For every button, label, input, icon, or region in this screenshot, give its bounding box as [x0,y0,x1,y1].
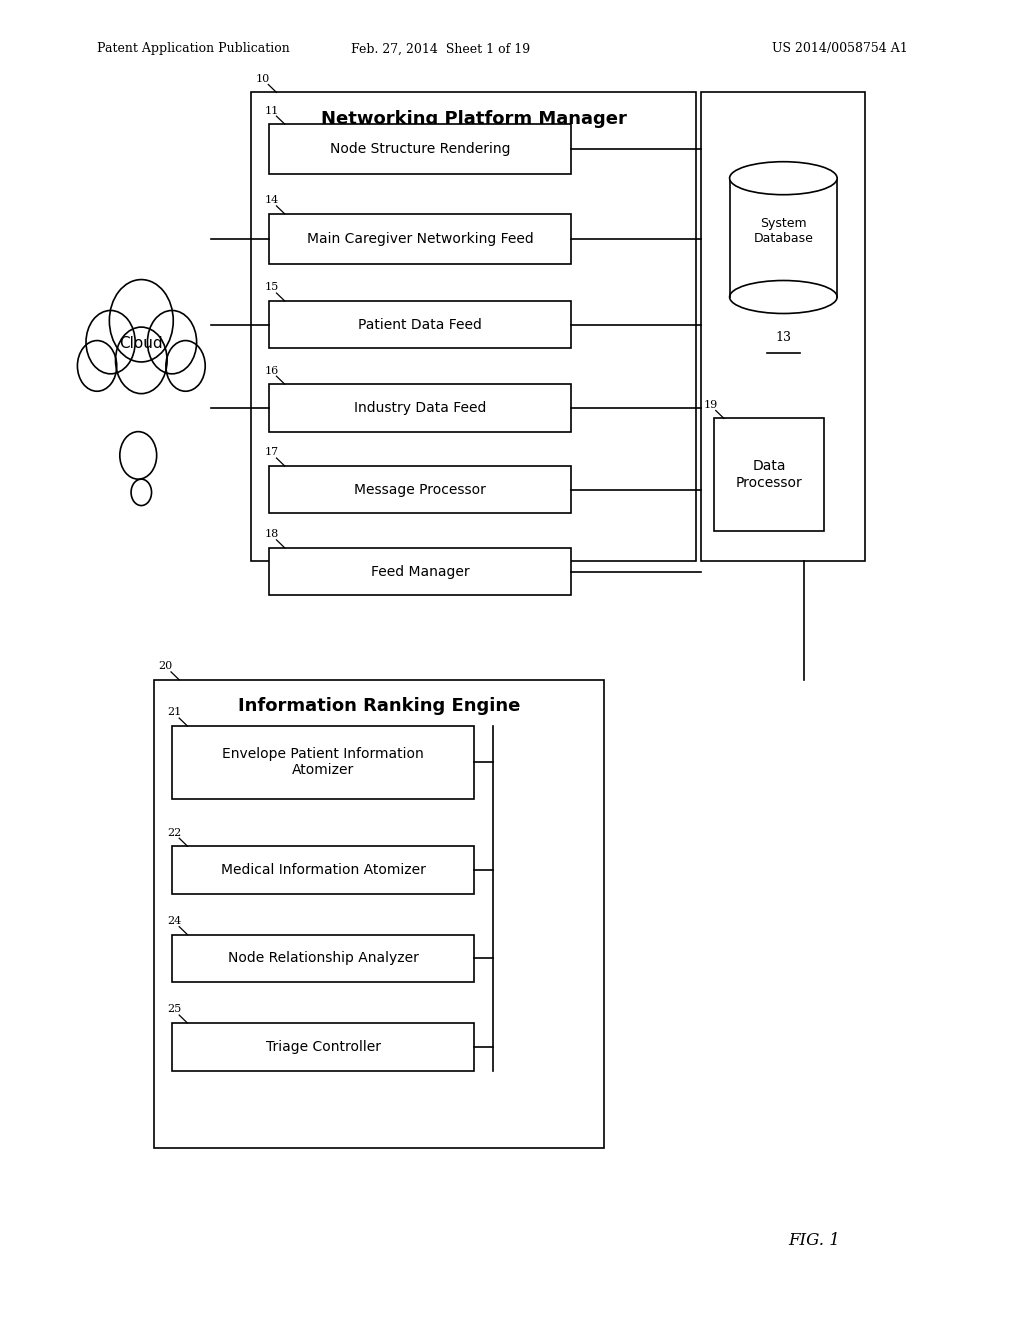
Text: Industry Data Feed: Industry Data Feed [354,401,486,414]
FancyBboxPatch shape [172,846,474,894]
Text: Triage Controller: Triage Controller [265,1040,381,1053]
Text: Patient Data Feed: Patient Data Feed [358,318,482,331]
Text: Data
Processor: Data Processor [735,459,803,490]
Text: FIG. 1: FIG. 1 [788,1233,840,1249]
Text: 15: 15 [264,282,279,293]
FancyBboxPatch shape [172,1023,474,1071]
Circle shape [78,341,117,391]
Circle shape [120,432,157,479]
Circle shape [131,479,152,506]
Ellipse shape [729,162,838,195]
Text: 11: 11 [264,106,279,116]
Ellipse shape [729,281,838,314]
Text: Medical Information Atomizer: Medical Information Atomizer [220,863,426,876]
Circle shape [110,280,173,362]
Text: 20: 20 [159,661,173,672]
Text: Envelope Patient Information
Atomizer: Envelope Patient Information Atomizer [222,747,424,777]
Text: 16: 16 [264,366,279,376]
Text: 14: 14 [264,195,279,206]
Text: System
Database: System Database [754,216,813,246]
Circle shape [147,310,197,374]
Bar [729,178,838,297]
Text: Main Caregiver Networking Feed: Main Caregiver Networking Feed [307,232,534,246]
Text: Node Structure Rendering: Node Structure Rendering [330,143,511,156]
Text: Patent Application Publication: Patent Application Publication [97,42,290,55]
FancyBboxPatch shape [251,92,696,561]
Circle shape [116,327,167,393]
Text: Node Relationship Analyzer: Node Relationship Analyzer [227,952,419,965]
Text: 24: 24 [167,916,181,927]
Text: Information Ranking Engine: Information Ranking Engine [238,697,520,715]
Text: Feb. 27, 2014  Sheet 1 of 19: Feb. 27, 2014 Sheet 1 of 19 [351,42,529,55]
FancyBboxPatch shape [172,935,474,982]
Text: 13: 13 [775,331,792,343]
Text: Cloud: Cloud [120,335,163,351]
Text: Feed Manager: Feed Manager [371,565,470,578]
Text: 19: 19 [703,400,718,411]
Text: Message Processor: Message Processor [354,483,486,496]
FancyBboxPatch shape [701,92,865,561]
FancyBboxPatch shape [269,548,571,595]
FancyBboxPatch shape [714,418,824,531]
FancyBboxPatch shape [154,680,604,1148]
Text: Networking Platform Manager: Networking Platform Manager [321,110,627,128]
FancyBboxPatch shape [269,384,571,432]
Text: 22: 22 [167,828,181,838]
Text: US 2014/0058754 A1: US 2014/0058754 A1 [772,42,907,55]
Text: 25: 25 [167,1005,181,1015]
Circle shape [86,310,135,374]
Circle shape [166,341,205,391]
FancyBboxPatch shape [172,726,474,799]
Text: 21: 21 [167,708,181,718]
FancyBboxPatch shape [269,466,571,513]
FancyBboxPatch shape [269,301,571,348]
Text: 18: 18 [264,529,279,540]
Text: 10: 10 [256,74,270,84]
FancyBboxPatch shape [269,214,571,264]
FancyBboxPatch shape [269,124,571,174]
Text: 17: 17 [264,447,279,458]
